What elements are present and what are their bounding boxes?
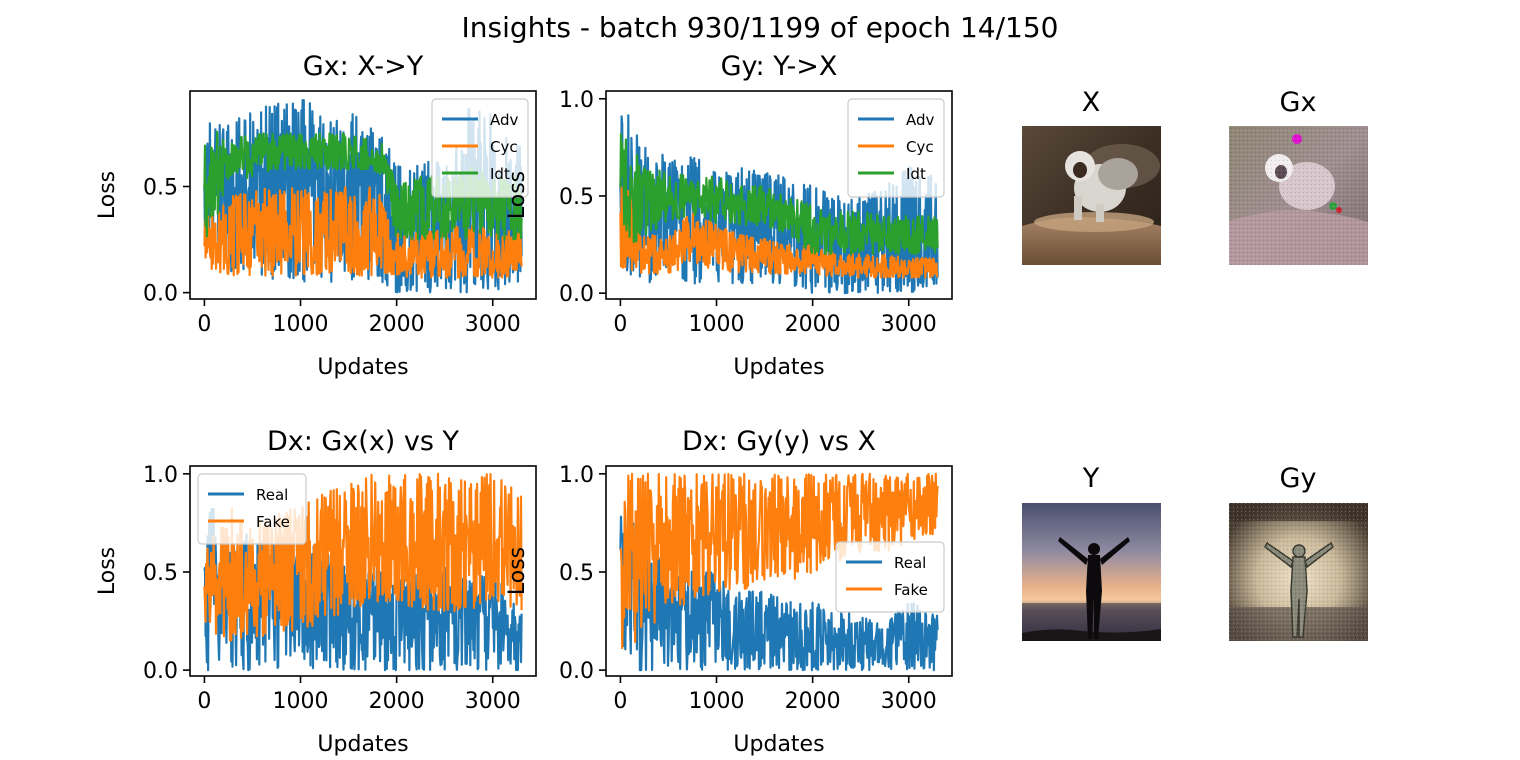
- y-axis-label: Loss: [505, 547, 530, 595]
- axes-frame: [189, 90, 537, 300]
- x-tick-label: 2000: [369, 312, 425, 337]
- legend-label: Fake: [256, 513, 290, 531]
- series-line-fake: [203, 472, 523, 642]
- x-tick-label: 3000: [881, 689, 937, 714]
- axes-frame: [605, 90, 953, 300]
- axes-frame: [605, 465, 953, 677]
- y-tick-label: 0.5: [559, 561, 594, 586]
- legend-label: Idt: [490, 165, 510, 183]
- image-title-y: Y: [1082, 463, 1100, 494]
- x-tick-label: 3000: [465, 689, 521, 714]
- legend-box: [835, 541, 945, 613]
- y-tick-label: 0.0: [143, 282, 178, 307]
- series-line-fake: [619, 472, 939, 650]
- y-axis-label: Loss: [505, 171, 530, 219]
- chart-title: Dx: Gy(y) vs X: [682, 426, 876, 457]
- chart-title: Gx: X->Y: [303, 51, 424, 82]
- image-title-gy: Gy: [1280, 463, 1317, 494]
- y-tick-label: 1.0: [143, 463, 178, 488]
- image-panel-x: X: [1022, 87, 1161, 265]
- y-tick-label: 0.0: [559, 282, 594, 307]
- legend-label: Idt: [906, 165, 926, 183]
- x-axis-label: Updates: [317, 355, 408, 380]
- y-tick-label: 1.0: [559, 463, 594, 488]
- x-tick-label: 3000: [881, 312, 937, 337]
- series-line-idt: [203, 130, 523, 241]
- chart-2: Dx: Gx(x) vs Y 0 1000 2000 3000 0.0 0.5 1.0 Upda…: [95, 426, 537, 757]
- chart-title: Gy: Y->X: [721, 51, 838, 82]
- x-tick-label: 3000: [465, 312, 521, 337]
- x-tick-label: 0: [197, 312, 211, 337]
- series-line-idt: [619, 133, 939, 256]
- x-tick-label: 1000: [273, 312, 329, 337]
- chart-0: Gx: X->Y0 1000 2000 30000.00.5UpdatesLossAd…: [95, 51, 537, 380]
- figure-suptitle: Insights - batch 930/1199 of epoch 14/15…: [462, 11, 1059, 44]
- legend-label: Real: [256, 486, 288, 504]
- x-tick-label: 0: [613, 689, 627, 714]
- legend: Adv Cyc Idt: [431, 98, 529, 198]
- x-axis-label: Updates: [733, 732, 824, 757]
- legend: Real Fake: [197, 473, 307, 545]
- legend: Real Fake: [835, 541, 945, 613]
- x-tick-label: 0: [197, 689, 211, 714]
- series-line-cyc: [619, 186, 939, 279]
- series-line-cyc: [203, 186, 523, 279]
- legend-label: Real: [894, 554, 926, 572]
- legend: Adv Cyc Idt: [847, 98, 945, 198]
- x-tick-label: 2000: [369, 689, 425, 714]
- legend-box: [197, 473, 307, 545]
- y-axis-label: Loss: [95, 547, 120, 595]
- image-title-x: X: [1082, 87, 1101, 118]
- axes-frame: [189, 465, 537, 677]
- sunset-silhouette-photo: [1022, 503, 1161, 641]
- chart-1: Gy: Y->X 0 1000 2000 3000 0.0 0.5 1.0 Updates Los…: [505, 51, 953, 380]
- x-axis-label: Updates: [317, 732, 408, 757]
- translated-monkey-image: [1229, 126, 1368, 265]
- translated-silhouette-image: [1229, 503, 1368, 641]
- image-title-gx: Gx: [1280, 87, 1317, 118]
- legend-label: Fake: [894, 581, 928, 599]
- legend-label: Cyc: [490, 138, 518, 156]
- monkey-photo: [1022, 126, 1161, 265]
- y-axis-label: Loss: [95, 171, 120, 219]
- image-panel-gx: Gx: [1229, 87, 1368, 265]
- y-tick-label: 0.5: [143, 176, 178, 201]
- x-tick-label: 0: [613, 312, 627, 337]
- image-panel-y: Y: [1022, 463, 1161, 641]
- y-tick-label: 0.5: [143, 561, 178, 586]
- legend-label: Adv: [906, 111, 935, 129]
- legend-label: Adv: [490, 111, 519, 129]
- chart-title: Dx: Gx(x) vs Y: [267, 426, 460, 457]
- legend-label: Cyc: [906, 138, 934, 156]
- y-tick-label: 0.0: [143, 659, 178, 684]
- chart-3: Dx: Gy(y) vs X 0 1000 2000 3000 0.0 0.5 1.0 Upda…: [505, 426, 953, 757]
- image-panel-gy: Gy: [1229, 463, 1368, 641]
- x-axis-label: Updates: [733, 355, 824, 380]
- x-tick-label: 2000: [785, 312, 841, 337]
- x-tick-label: 2000: [785, 689, 841, 714]
- y-tick-label: 0.0: [559, 659, 594, 684]
- x-tick-label: 1000: [689, 689, 745, 714]
- x-tick-label: 1000: [273, 689, 329, 714]
- x-tick-label: 1000: [689, 312, 745, 337]
- y-tick-label: 1.0: [559, 88, 594, 113]
- y-tick-label: 0.5: [559, 185, 594, 210]
